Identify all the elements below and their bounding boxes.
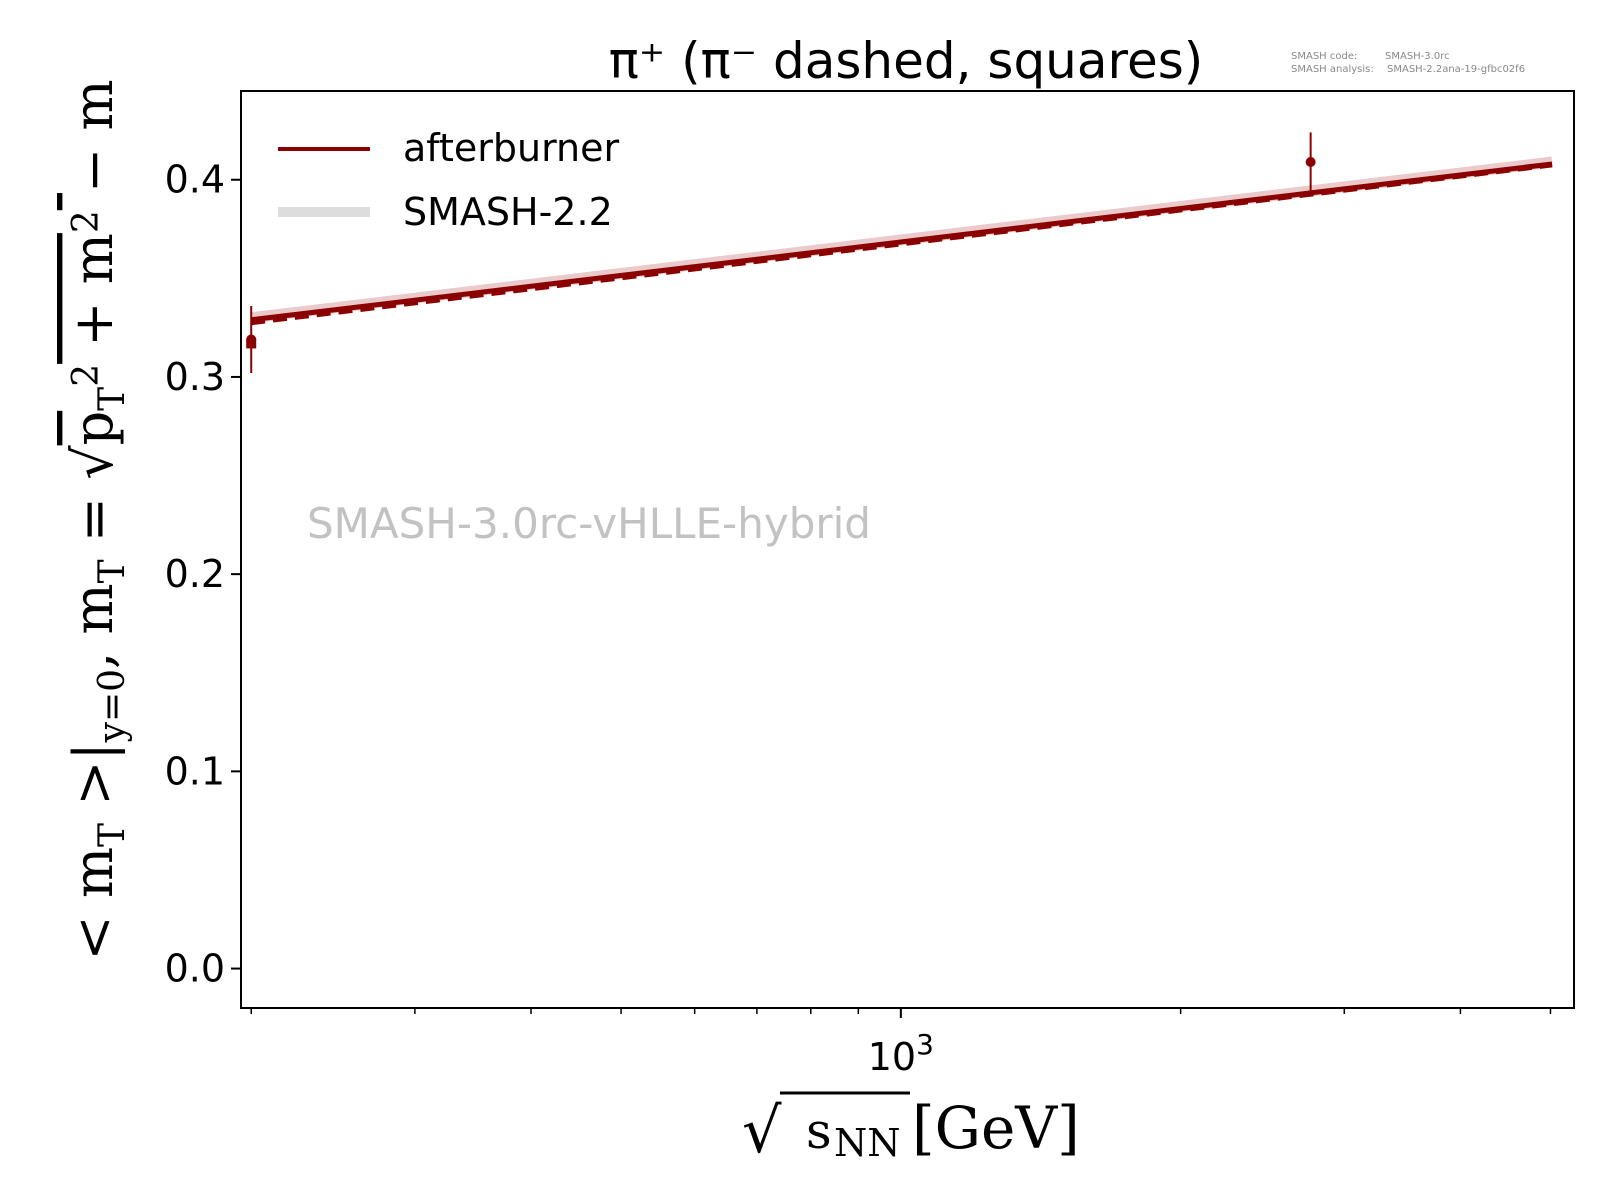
series-layer <box>250 156 1553 326</box>
data-point-square-1 <box>246 338 257 349</box>
legend-label-smash22: SMASH-2.2 <box>403 190 613 234</box>
x-axis-sqrt: √ <box>742 1094 782 1167</box>
watermark: SMASH-3.0rc-vHLLE-hybrid <box>307 499 871 548</box>
x-axis-unit: [GeV] <box>912 1094 1080 1162</box>
code-value: SMASH-3.0rc <box>1385 51 1450 62</box>
y-tick-label-0: 0.0 <box>165 947 225 991</box>
plot-frame <box>240 90 1575 1009</box>
chart-title: π⁺ (π⁻ dashed, squares) <box>609 32 1204 90</box>
code-label: SMASH code: <box>1291 51 1357 62</box>
x-axis-ticks: 103 <box>250 1008 1552 1079</box>
legend: afterburner SMASH-2.2 <box>278 126 620 234</box>
analysis-value: SMASH-2.2ana-19-gfbc02f6 <box>1387 64 1525 75</box>
x-axis-s: s <box>806 1102 832 1160</box>
y-tick-label-3: 0.3 <box>165 355 225 399</box>
x-axis-label: √ s NN [GeV] <box>742 1091 1080 1167</box>
experimental-points <box>246 132 1316 374</box>
data-point-circle-2 <box>1305 156 1316 167</box>
analysis-label: SMASH analysis: <box>1291 64 1374 75</box>
x-tick-label-0: 103 <box>868 1028 934 1079</box>
y-axis-label-text: < mT >|y=0, mT = √pT2 + m2 − m <box>62 79 133 960</box>
legend-label-afterburner: afterburner <box>403 126 620 170</box>
y-tick-label-2: 0.2 <box>165 552 225 596</box>
x-axis-nn: NN <box>834 1121 901 1165</box>
y-tick-label-1: 0.1 <box>165 749 225 793</box>
series-line-0 <box>250 161 1553 323</box>
y-axis-ticks: 0.0 0.1 0.2 0.3 0.4 <box>165 158 241 991</box>
y-axis-label: < mT >|y=0, mT = √pT2 + m2 − m <box>62 79 133 960</box>
y-tick-label-4: 0.4 <box>165 158 225 202</box>
